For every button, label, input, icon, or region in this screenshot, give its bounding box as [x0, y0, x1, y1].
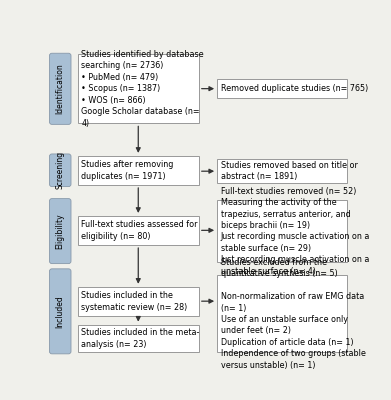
- FancyBboxPatch shape: [50, 199, 71, 264]
- Text: Full-text studies assessed for
eligibility (n= 80): Full-text studies assessed for eligibili…: [81, 220, 198, 241]
- Text: Identification: Identification: [56, 64, 65, 114]
- Text: Studies removed based on title or
abstract (n= 1891): Studies removed based on title or abstra…: [221, 161, 357, 181]
- FancyBboxPatch shape: [50, 154, 71, 186]
- FancyBboxPatch shape: [217, 80, 347, 98]
- Text: Full-text studies removed (n= 52)
Measuring the activity of the
trapezius, serra: Full-text studies removed (n= 52) Measur…: [221, 187, 370, 276]
- FancyBboxPatch shape: [217, 275, 347, 352]
- FancyBboxPatch shape: [78, 287, 199, 316]
- FancyBboxPatch shape: [217, 200, 347, 262]
- FancyBboxPatch shape: [50, 269, 71, 354]
- Text: Studies after removing
duplicates (n= 1971): Studies after removing duplicates (n= 19…: [81, 160, 174, 181]
- Text: Included: Included: [56, 295, 65, 328]
- FancyBboxPatch shape: [217, 160, 347, 182]
- FancyBboxPatch shape: [78, 324, 199, 352]
- Text: Studies included in the
systematic review (n= 28): Studies included in the systematic revie…: [81, 291, 188, 312]
- FancyBboxPatch shape: [50, 53, 71, 124]
- FancyBboxPatch shape: [78, 54, 199, 124]
- FancyBboxPatch shape: [78, 156, 199, 185]
- Text: Studies included in the meta-
analysis (n= 23): Studies included in the meta- analysis (…: [81, 328, 200, 349]
- FancyBboxPatch shape: [78, 216, 199, 245]
- Text: Studies excluded from the
quantitative synthesis (n= 5)

Non-normalization of ra: Studies excluded from the quantitative s…: [221, 258, 366, 370]
- Text: Screening: Screening: [56, 151, 65, 189]
- Text: Eligibility: Eligibility: [56, 213, 65, 249]
- Text: Removed duplicate studies (n= 765): Removed duplicate studies (n= 765): [221, 84, 368, 93]
- Text: Studies identified by database
searching (n= 2736)
• PubMed (n= 479)
• Scopus (n: Studies identified by database searching…: [81, 50, 204, 128]
